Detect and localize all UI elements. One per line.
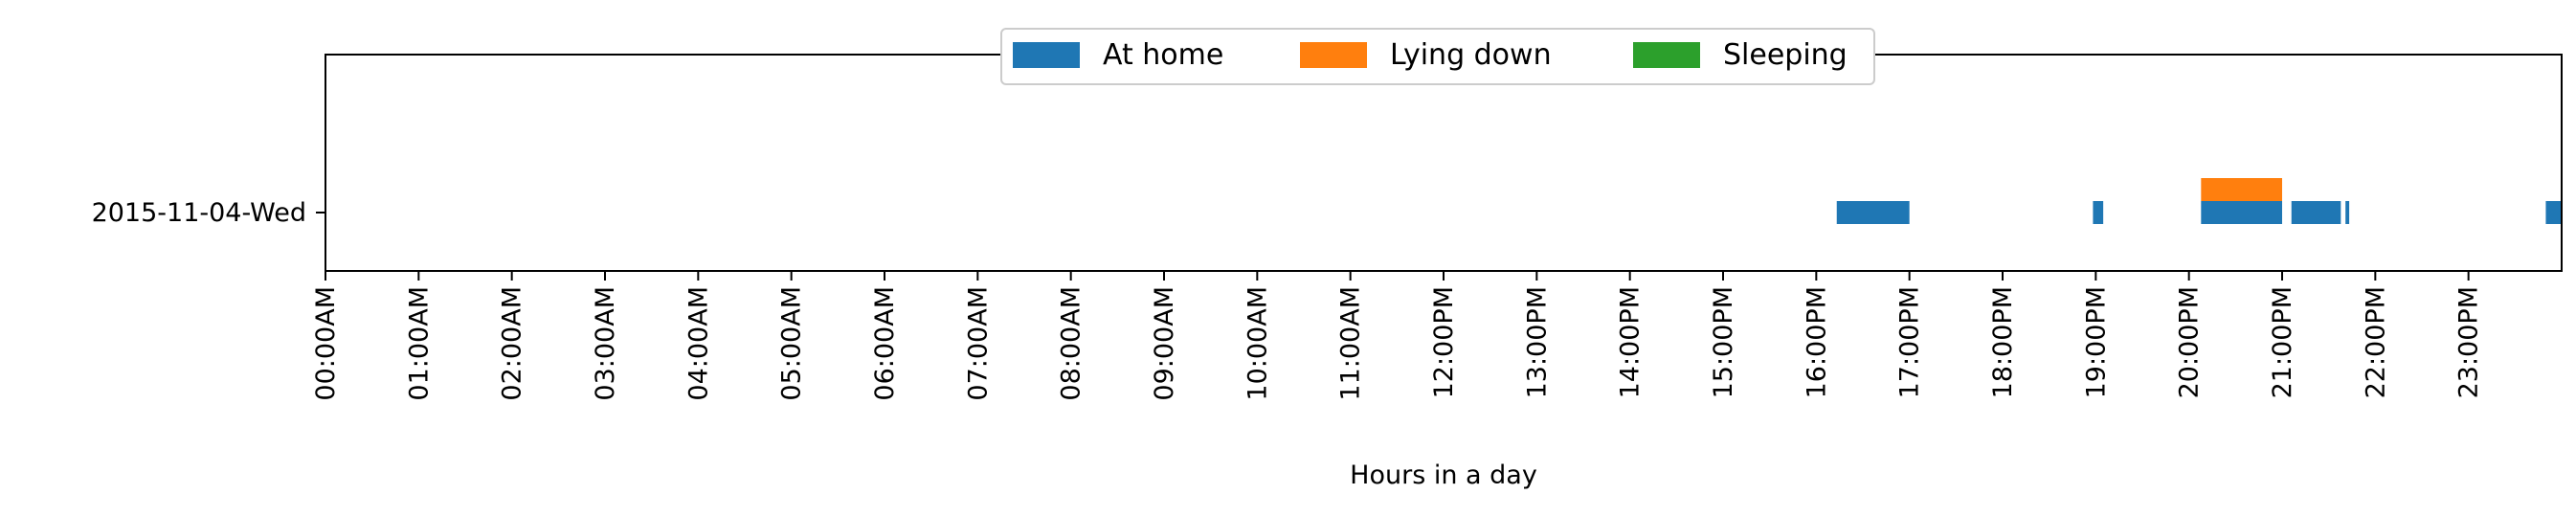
legend-swatch-at-home: [1013, 42, 1080, 68]
legend-swatch-sleeping: [1633, 42, 1700, 68]
y-tick-label: 2015-11-04-Wed: [92, 198, 306, 228]
at-home-bar: [2291, 201, 2341, 224]
x-tick-label: 06:00AM: [870, 286, 900, 401]
y-axis: 2015-11-04-Wed: [92, 198, 325, 228]
x-tick-label: 22:00PM: [2361, 286, 2390, 398]
x-tick-label: 13:00PM: [1522, 286, 1552, 398]
legend-label-lying-down: Lying down: [1390, 38, 1552, 72]
x-tick-label: 00:00AM: [311, 286, 341, 401]
at-home-bar: [2545, 201, 2562, 224]
x-tick-label: 02:00AM: [498, 286, 527, 401]
at-home-bar: [1836, 201, 1910, 224]
x-tick-label: 12:00PM: [1429, 286, 1459, 398]
x-tick-label: 11:00AM: [1336, 286, 1366, 401]
x-tick-label: 04:00AM: [683, 286, 713, 401]
x-axis: 00:00AM 01:00AM 02:00AM 03:00AM 04:00AM 05:00…: [311, 271, 2484, 401]
x-tick-label: 10:00AM: [1243, 286, 1272, 401]
at-home-bar: [2093, 201, 2104, 224]
x-tick-label: 17:00PM: [1895, 286, 1925, 398]
plot-area: [325, 55, 2562, 271]
x-tick-label: 15:00PM: [1709, 286, 1738, 398]
x-tick-label: 03:00AM: [591, 286, 620, 401]
x-tick-label: 01:00AM: [404, 286, 434, 401]
x-tick-label: 21:00PM: [2268, 286, 2297, 398]
x-tick-label: 08:00AM: [1057, 286, 1086, 401]
x-axis-label: Hours in a day: [1350, 461, 1537, 490]
x-tick-label: 16:00PM: [1802, 286, 1831, 398]
x-tick-label: 20:00PM: [2175, 286, 2205, 398]
x-tick-label: 19:00PM: [2081, 286, 2111, 398]
legend-swatch-lying-down: [1300, 42, 1367, 68]
x-tick-label: 07:00AM: [963, 286, 993, 401]
x-tick-label: 09:00AM: [1150, 286, 1179, 401]
x-tick-label: 18:00PM: [1988, 286, 2018, 398]
lying-down-bar: [2201, 178, 2282, 201]
x-tick-label: 05:00AM: [777, 286, 807, 401]
x-tick-label: 23:00PM: [2454, 286, 2484, 398]
legend: At home Lying down Sleeping: [1000, 28, 1875, 85]
at-home-bar: [2201, 201, 2282, 224]
legend-label-at-home: At home: [1103, 38, 1223, 72]
x-tick-label: 14:00PM: [1616, 286, 1646, 398]
bars-layer: [1836, 178, 2562, 224]
legend-label-sleeping: Sleeping: [1723, 38, 1848, 72]
at-home-bar: [2345, 201, 2350, 224]
